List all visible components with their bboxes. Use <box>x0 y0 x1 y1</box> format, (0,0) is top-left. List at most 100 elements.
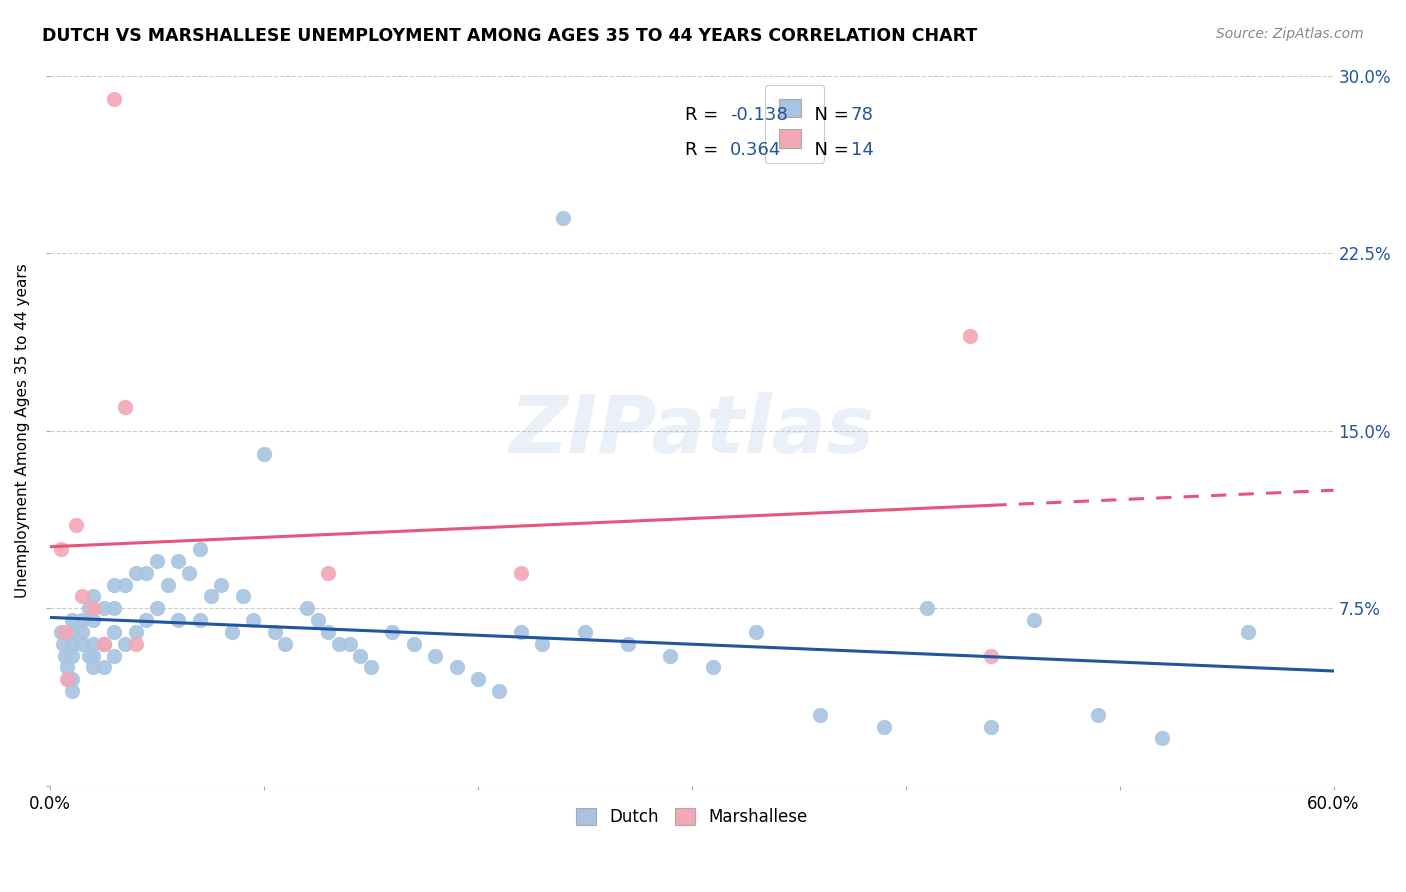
Point <box>188 542 211 557</box>
Point <box>531 637 554 651</box>
Point <box>93 660 115 674</box>
Point <box>1022 613 1045 627</box>
Point <box>146 554 169 568</box>
Point <box>103 92 125 106</box>
Point <box>349 648 371 663</box>
Point <box>188 613 211 627</box>
Point <box>70 637 93 651</box>
Legend: Dutch, Marshallese: Dutch, Marshallese <box>568 799 817 834</box>
Point <box>103 601 125 615</box>
Point <box>135 566 157 580</box>
Text: 78: 78 <box>851 105 875 124</box>
Text: 0.364: 0.364 <box>730 141 782 159</box>
Point <box>53 648 76 663</box>
Point <box>93 601 115 615</box>
Text: R =: R = <box>685 105 724 124</box>
Point <box>509 624 531 639</box>
Point <box>60 648 83 663</box>
Point <box>179 566 201 580</box>
Point <box>446 660 468 674</box>
Point <box>509 566 531 580</box>
Point <box>114 400 136 414</box>
Text: -0.138: -0.138 <box>730 105 789 124</box>
Point <box>873 720 896 734</box>
Point <box>959 329 981 343</box>
Point <box>295 601 318 615</box>
Point <box>616 637 638 651</box>
Point <box>232 590 254 604</box>
Point <box>53 624 76 639</box>
Point <box>93 637 115 651</box>
Point <box>82 590 104 604</box>
Point <box>1237 624 1260 639</box>
Point <box>167 613 190 627</box>
Point <box>60 624 83 639</box>
Point <box>52 637 75 651</box>
Point <box>200 590 222 604</box>
Point <box>125 566 148 580</box>
Point <box>307 613 329 627</box>
Point <box>114 637 136 651</box>
Point <box>1152 731 1174 746</box>
Point <box>381 624 404 639</box>
Text: ZIPatlas: ZIPatlas <box>509 392 875 470</box>
Point <box>93 637 115 651</box>
Point <box>77 648 100 663</box>
Point <box>49 542 72 557</box>
Text: DUTCH VS MARSHALLESE UNEMPLOYMENT AMONG AGES 35 TO 44 YEARS CORRELATION CHART: DUTCH VS MARSHALLESE UNEMPLOYMENT AMONG … <box>42 27 977 45</box>
Point <box>316 566 339 580</box>
Point <box>125 637 148 651</box>
Point <box>980 648 1002 663</box>
Point <box>60 672 83 686</box>
Point <box>702 660 724 674</box>
Point <box>423 648 446 663</box>
Point <box>60 613 83 627</box>
Point <box>56 672 79 686</box>
Point <box>125 624 148 639</box>
Point <box>103 624 125 639</box>
Point <box>58 672 80 686</box>
Point <box>980 720 1002 734</box>
Point <box>339 637 361 651</box>
Point <box>274 637 297 651</box>
Point <box>70 613 93 627</box>
Point <box>360 660 382 674</box>
Point <box>553 211 575 225</box>
Text: N =: N = <box>803 105 855 124</box>
Text: Source: ZipAtlas.com: Source: ZipAtlas.com <box>1216 27 1364 41</box>
Point <box>156 577 179 591</box>
Point <box>70 624 93 639</box>
Point <box>1087 707 1109 722</box>
Point <box>263 624 285 639</box>
Point <box>103 648 125 663</box>
Point <box>82 601 104 615</box>
Point <box>49 624 72 639</box>
Point <box>745 624 768 639</box>
Point <box>253 447 276 461</box>
Text: R =: R = <box>685 141 724 159</box>
Point <box>659 648 682 663</box>
Point <box>402 637 425 651</box>
Point <box>488 684 510 698</box>
Point <box>82 613 104 627</box>
Point <box>209 577 232 591</box>
Point <box>82 660 104 674</box>
Point <box>56 660 79 674</box>
Point <box>82 637 104 651</box>
Point <box>60 684 83 698</box>
Point <box>82 648 104 663</box>
Point <box>328 637 350 651</box>
Point <box>60 637 83 651</box>
Point <box>316 624 339 639</box>
Point <box>915 601 938 615</box>
Point <box>135 613 157 627</box>
Point <box>77 601 100 615</box>
Point <box>242 613 264 627</box>
Point <box>574 624 596 639</box>
Point <box>808 707 831 722</box>
Point <box>114 577 136 591</box>
Text: 14: 14 <box>851 141 875 159</box>
Point <box>467 672 489 686</box>
Point <box>65 518 87 533</box>
Point <box>146 601 169 615</box>
